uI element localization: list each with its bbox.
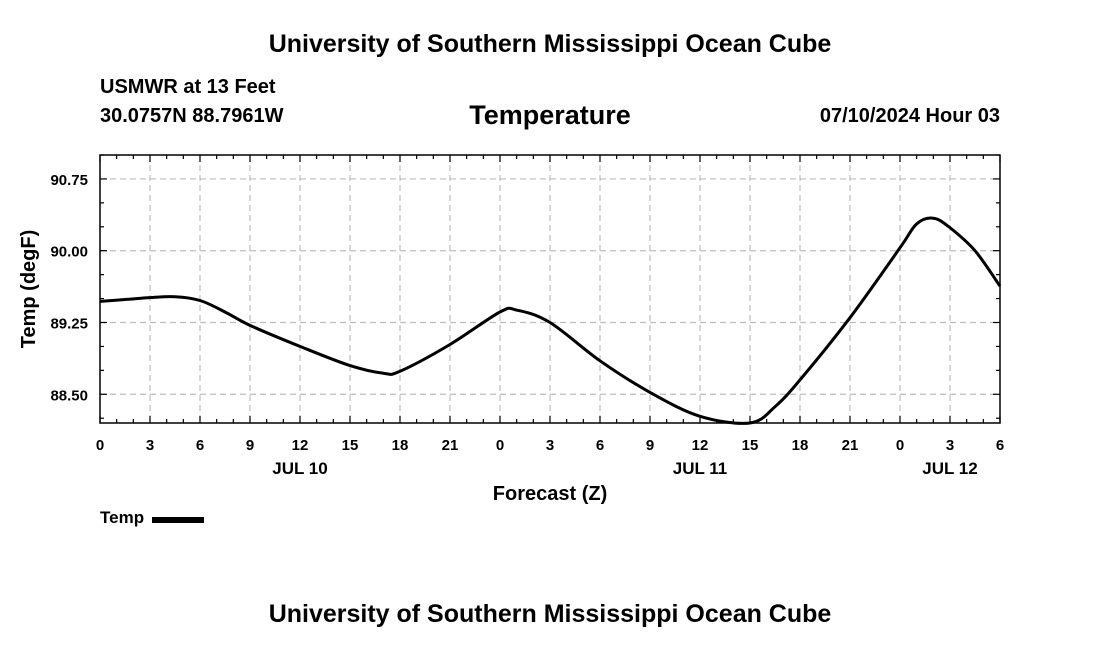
series-line-temp [99,216,1002,425]
chart-bottom-title: University of Southern Mississippi Ocean… [268,600,832,628]
legend-line-swatch [152,516,205,523]
x-tick-label: 15 [742,437,759,454]
x-tick-label: 0 [96,437,104,454]
legend: Temp [100,508,205,528]
y-tick-label: 90.00 [50,244,88,261]
x-tick-label: 9 [646,437,654,454]
station-coordinates: 30.0757N 88.7961W [100,105,284,127]
x-tick-label: 6 [196,437,204,454]
x-tick-label: 0 [896,437,904,454]
x-date-label: JUL 10 [272,459,327,478]
y-tick-label: 88.50 [50,387,88,404]
chart-top-title: University of Southern Mississippi Ocean… [268,30,832,58]
forecast-datetime: 07/10/2024 Hour 03 [819,105,1000,127]
y-tick-label: 90.75 [50,172,88,189]
x-date-label: JUL 12 [922,459,977,478]
x-tick-label: 0 [496,437,504,454]
x-tick-label: 3 [146,437,154,454]
x-tick-label: 12 [292,437,309,454]
x-tick-label: 21 [842,437,859,454]
x-tick-label: 18 [392,437,409,454]
y-axis-title: Temp (degF) [18,230,40,349]
legend-label: Temp [100,508,145,527]
x-tick-label: 9 [246,437,254,454]
x-tick-label: 3 [546,437,554,454]
x-tick-label: 18 [792,437,809,454]
y-tick-label: 89.25 [50,316,88,333]
x-tick-label: 12 [692,437,709,454]
x-axis-title: Forecast (Z) [493,483,607,505]
x-tick-label: 6 [596,437,604,454]
x-tick-label: 6 [996,437,1004,454]
x-tick-label: 3 [946,437,954,454]
x-tick-label: 15 [342,437,359,454]
station-label: USMWR at 13 Feet [100,76,276,98]
x-tick-label: 21 [442,437,459,454]
chart-subtitle: Temperature [469,100,631,130]
x-date-label: JUL 11 [673,459,728,478]
